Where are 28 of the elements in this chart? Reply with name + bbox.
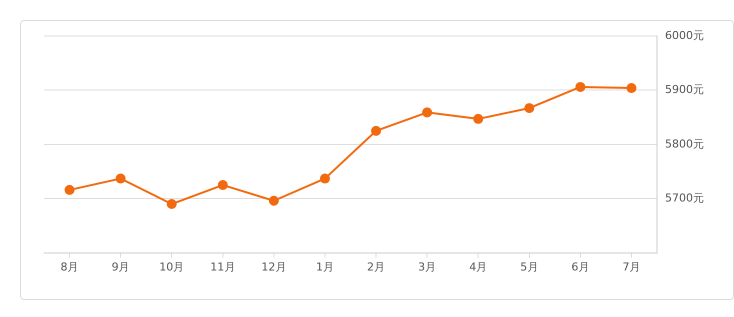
point (524, 103, 534, 114)
point (371, 126, 382, 136)
y-tick-label: 5700元 (665, 191, 704, 204)
x-tick-label: 9月 (112, 260, 130, 274)
point (218, 180, 228, 190)
point (575, 82, 586, 92)
x-tick-label: 12月 (261, 260, 286, 274)
x-tick-label: 3月 (418, 260, 436, 274)
point (626, 83, 636, 94)
point (473, 114, 484, 124)
y-tick-label: 5900元 (665, 83, 704, 96)
x-tick-label: 2月 (367, 260, 386, 274)
y-tick-label: 6000元 (665, 28, 704, 42)
x-tick-label: 10月 (159, 260, 184, 274)
x-tick-label: 6月 (571, 260, 590, 274)
x-tick-label: 1月 (316, 260, 334, 274)
point (64, 184, 75, 195)
x-tick-label: 4月 (469, 260, 488, 274)
point (116, 174, 126, 184)
x-tick-label: 8月 (60, 260, 79, 274)
y-tick-label: 5800元 (665, 137, 704, 150)
x-tick-label: 7月 (622, 260, 640, 274)
point (320, 174, 330, 184)
x-tick-label: 5月 (520, 260, 538, 274)
x-tick-label: 11月 (210, 260, 236, 274)
point (422, 107, 432, 118)
point (166, 199, 177, 210)
point (268, 196, 279, 206)
